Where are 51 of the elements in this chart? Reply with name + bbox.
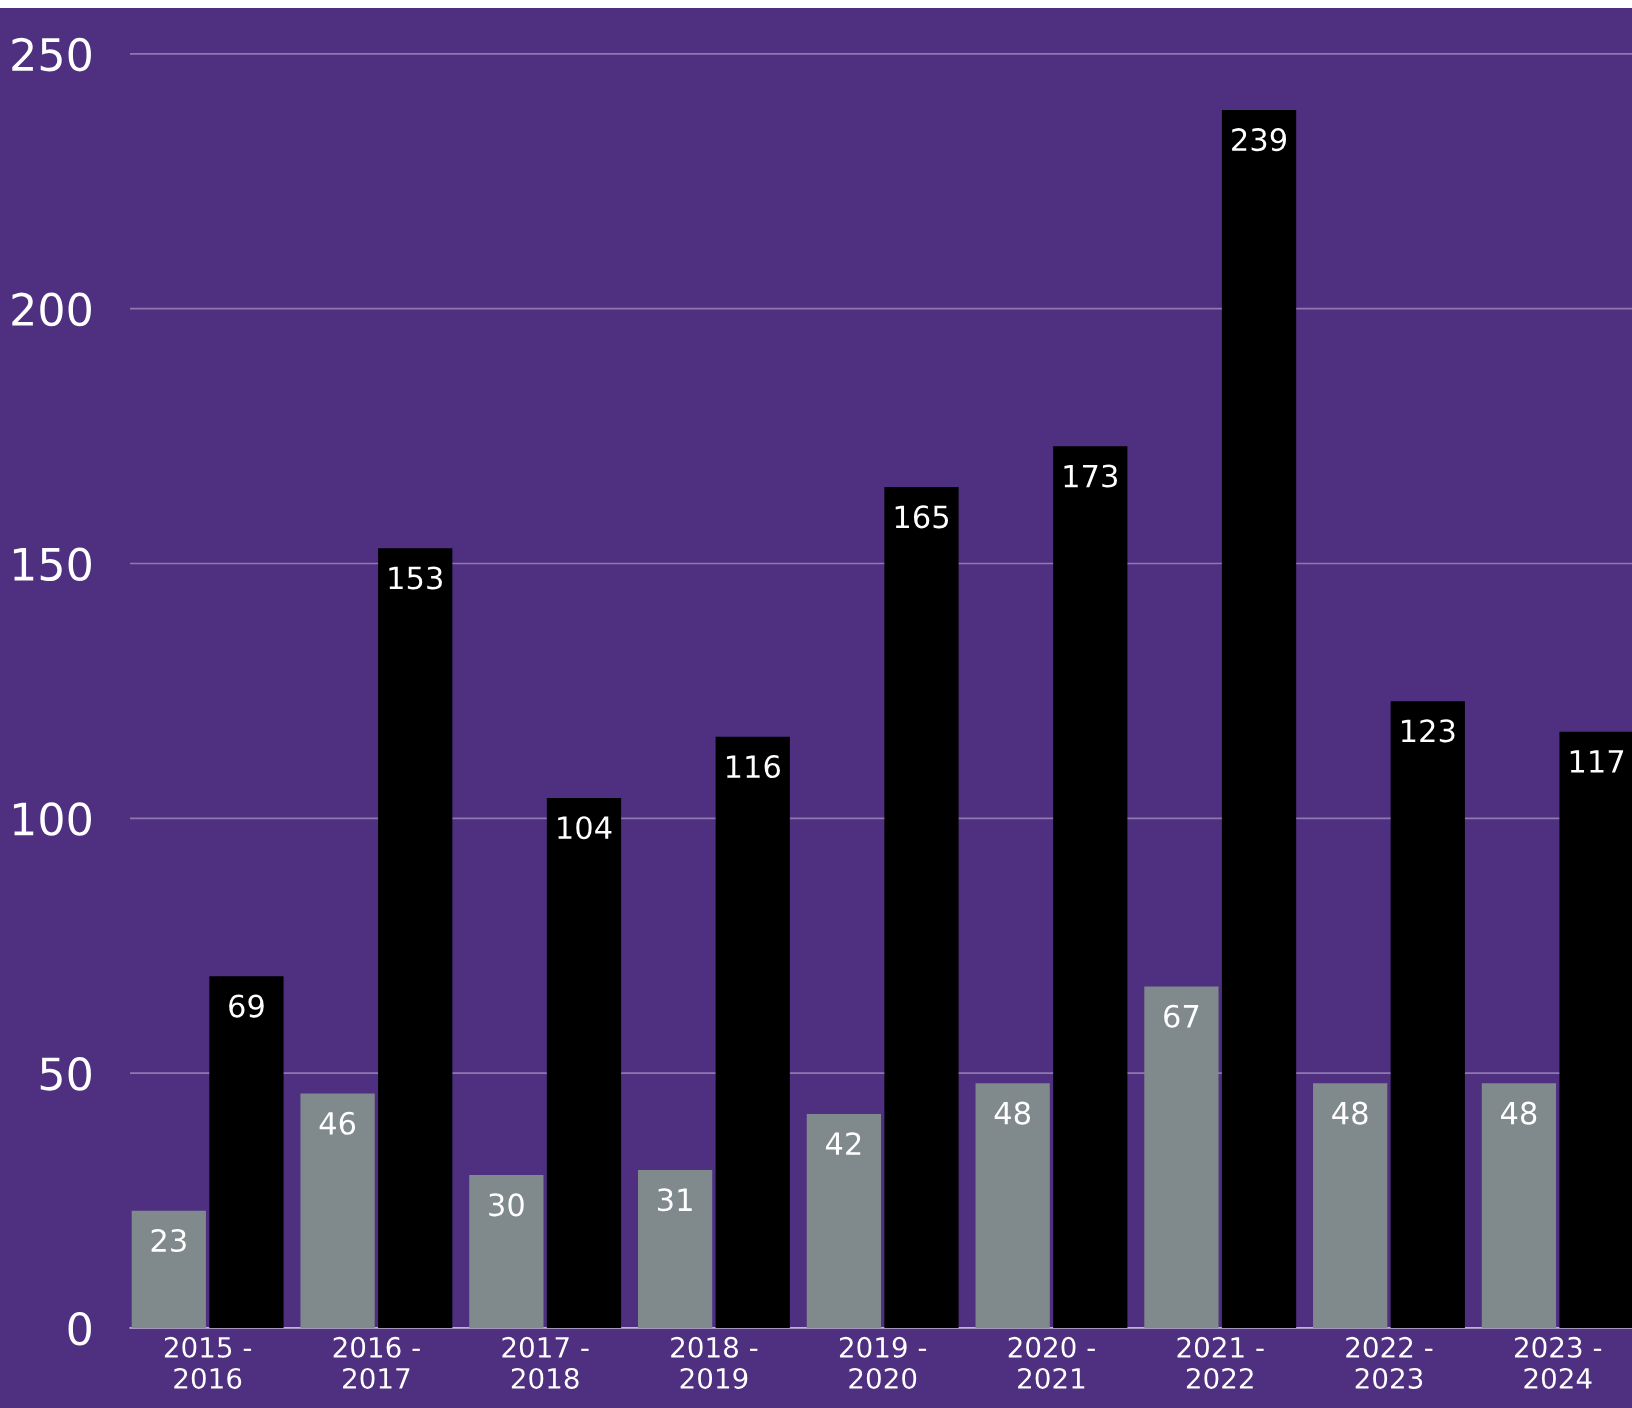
bar: [1053, 446, 1128, 1328]
x-tick-label: 2022 - 2023: [1346, 1336, 1433, 1389]
data-label: 23: [151, 1228, 186, 1253]
data-label: 46: [319, 1111, 356, 1135]
y-tick-label: 50: [40, 1057, 91, 1091]
bar: [715, 736, 790, 1328]
y-tick-label: 100: [13, 802, 91, 836]
x-tick-label: 2016 - 2017: [333, 1336, 420, 1389]
x-tick-label: 2018 - 2019: [671, 1336, 758, 1389]
data-label: 69: [229, 994, 264, 1018]
data-label: 48: [1332, 1101, 1368, 1125]
data-label: 48: [994, 1101, 1030, 1125]
x-tick-label: 2015 - 2016: [164, 1336, 252, 1389]
bar: [1559, 731, 1632, 1328]
data-label: 153: [389, 566, 442, 590]
data-label: 104: [558, 816, 612, 840]
x-tick-label: 2023 - 2024: [1515, 1336, 1602, 1389]
bar: [131, 1210, 206, 1328]
bar: [378, 548, 453, 1328]
y-tick-label: 150: [13, 547, 91, 582]
data-label: 42: [825, 1132, 861, 1155]
data-label: 123: [1401, 719, 1455, 743]
bar: [209, 976, 284, 1328]
bar: [1390, 701, 1465, 1328]
bar: [469, 1175, 544, 1328]
x-tick-label: 2021 - 2022: [1177, 1336, 1264, 1389]
data-label: 67: [1164, 1004, 1199, 1028]
bar: [884, 487, 959, 1328]
y-tick-label: 0: [68, 1311, 91, 1346]
data-label: 173: [1064, 464, 1117, 488]
data-label: 117: [1570, 750, 1624, 773]
bar: [1144, 986, 1219, 1328]
bar: [806, 1113, 881, 1328]
bar: [1481, 1083, 1557, 1328]
y-tick-label: 200: [12, 292, 91, 327]
x-tick-label: 2017 - 2018: [502, 1336, 589, 1389]
bar: [637, 1170, 713, 1328]
bar: [1313, 1083, 1388, 1328]
data-label: 30: [489, 1193, 524, 1217]
data-label: 165: [895, 505, 948, 529]
y-tick-label: 250: [12, 37, 91, 72]
bar: [975, 1083, 1050, 1328]
data-label: 48: [1500, 1101, 1537, 1125]
x-tick-label: 2019 - 2020: [839, 1336, 927, 1389]
data-label: 31: [658, 1188, 692, 1212]
bar: [546, 797, 622, 1328]
bar: [1221, 109, 1297, 1328]
data-label: 239: [1232, 128, 1287, 152]
x-tick-label: 2020 - 2021: [1008, 1336, 1095, 1389]
data-label: 116: [726, 754, 780, 779]
bar: [300, 1093, 375, 1328]
